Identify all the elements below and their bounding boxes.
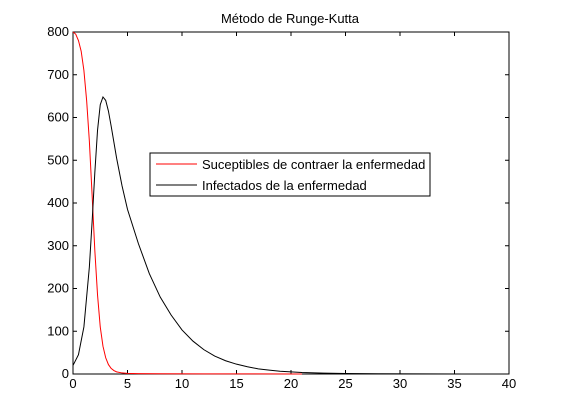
x-tick-label: 10 <box>175 376 189 391</box>
legend-box <box>149 152 431 197</box>
x-tick-label: 35 <box>447 376 461 391</box>
x-axis-ticks: 0 5 10 15 20 25 30 35 40 <box>69 32 516 391</box>
y-tick-label: 200 <box>47 281 69 296</box>
series-layer <box>72 31 510 375</box>
chart-title: Método de Runge-Kutta <box>221 11 360 26</box>
plot-area: 0 5 10 15 20 25 30 35 40 0 100 200 300 400 500 600 700 8… <box>47 24 516 391</box>
y-tick-label: 500 <box>47 152 69 167</box>
x-tick-label: 30 <box>393 376 407 391</box>
x-tick-label: 40 <box>502 376 516 391</box>
y-tick-label: 700 <box>47 67 69 82</box>
y-tick-label: 100 <box>47 323 69 338</box>
series-line-infectados <box>72 95 510 375</box>
axes-box <box>72 31 510 375</box>
y-tick-label: 400 <box>47 195 69 210</box>
y-tick-label: 0 <box>62 366 69 381</box>
y-axis-ticks: 0 100 200 300 400 500 600 700 800 <box>47 24 509 381</box>
x-tick-label: 25 <box>338 376 352 391</box>
y-tick-label: 600 <box>47 110 69 125</box>
legend: Suceptibles de contraer la enfermedad In… <box>149 152 431 197</box>
y-tick-label: 800 <box>47 24 69 39</box>
x-tick-label: 15 <box>229 376 243 391</box>
x-tick-label: 5 <box>124 376 131 391</box>
series-line-susceptibles <box>72 31 302 375</box>
legend-label-infectados: Infectados de la enfermedad <box>202 178 367 193</box>
x-tick-label: 20 <box>284 376 298 391</box>
y-tick-label: 300 <box>47 238 69 253</box>
x-tick-label: 0 <box>69 376 76 391</box>
legend-label-susceptibles: Suceptibles de contraer la enfermedad <box>202 157 425 172</box>
